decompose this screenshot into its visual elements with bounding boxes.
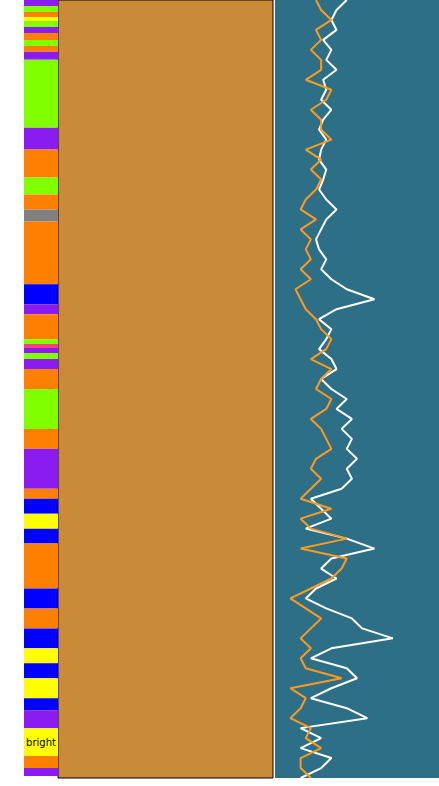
svg-text:bright: bright [26, 737, 56, 748]
